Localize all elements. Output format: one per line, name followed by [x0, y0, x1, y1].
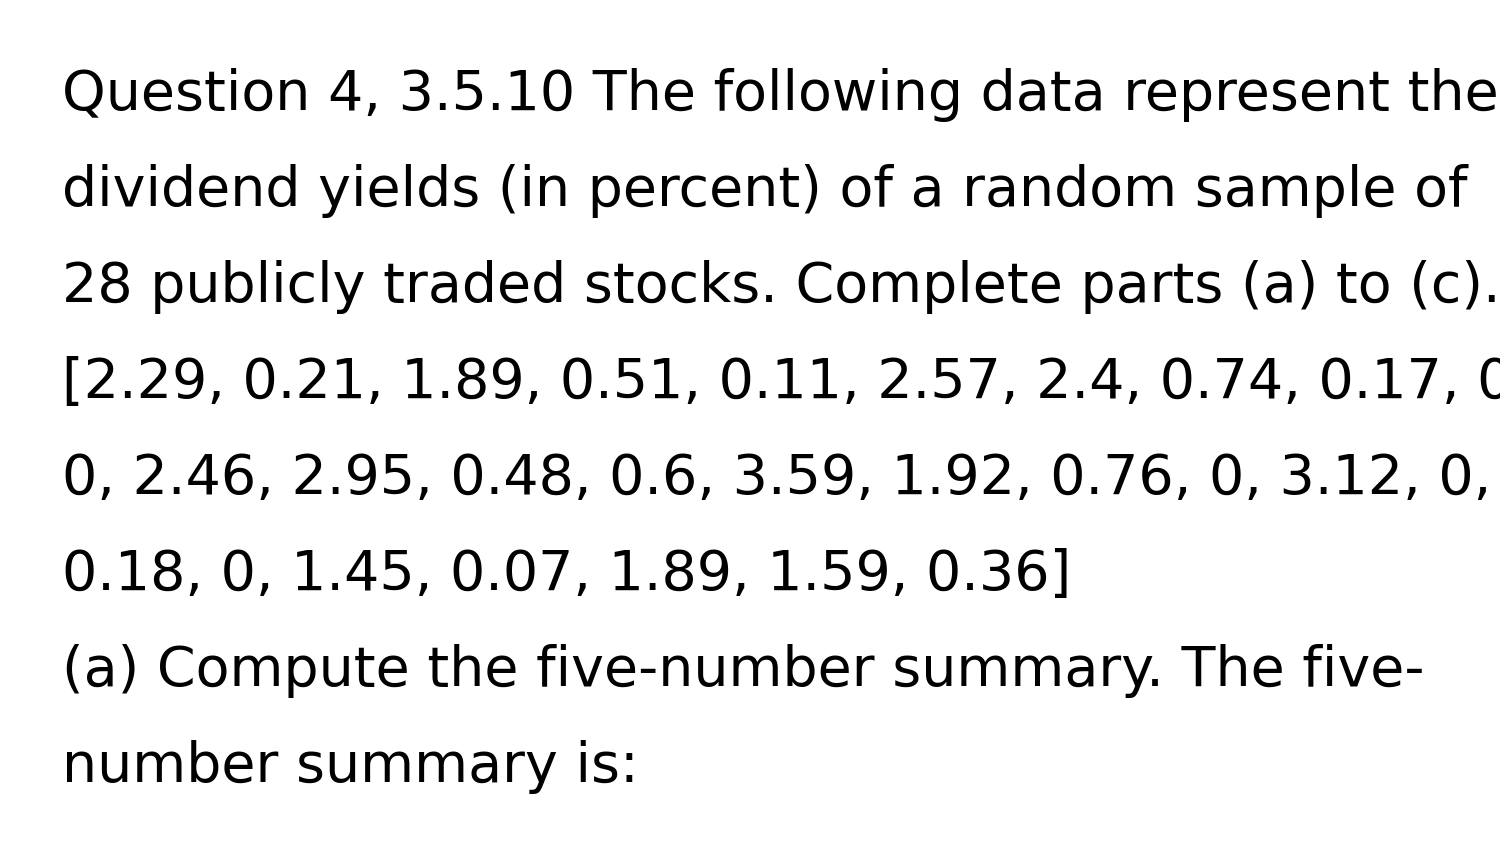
- Text: dividend yields (in percent) of a random sample of: dividend yields (in percent) of a random…: [62, 164, 1467, 218]
- Text: number summary is:: number summary is:: [62, 740, 639, 794]
- Text: Question 4, 3.5.10 The following data represent the: Question 4, 3.5.10 The following data re…: [62, 68, 1498, 122]
- Text: 0.18, 0, 1.45, 0.07, 1.89, 1.59, 0.36]: 0.18, 0, 1.45, 0.07, 1.89, 1.59, 0.36]: [62, 548, 1071, 602]
- Text: [2.29, 0.21, 1.89, 0.51, 0.11, 2.57, 2.4, 0.74, 0.17, 0.72,: [2.29, 0.21, 1.89, 0.51, 0.11, 2.57, 2.4…: [62, 356, 1500, 410]
- Text: 0, 2.46, 2.95, 0.48, 0.6, 3.59, 1.92, 0.76, 0, 3.12, 0,: 0, 2.46, 2.95, 0.48, 0.6, 3.59, 1.92, 0.…: [62, 452, 1491, 506]
- Text: 28 publicly traded stocks. Complete parts (a) to (c).: 28 publicly traded stocks. Complete part…: [62, 260, 1500, 314]
- Text: (a) Compute the five-number summary. The five-: (a) Compute the five-number summary. The…: [62, 644, 1425, 698]
